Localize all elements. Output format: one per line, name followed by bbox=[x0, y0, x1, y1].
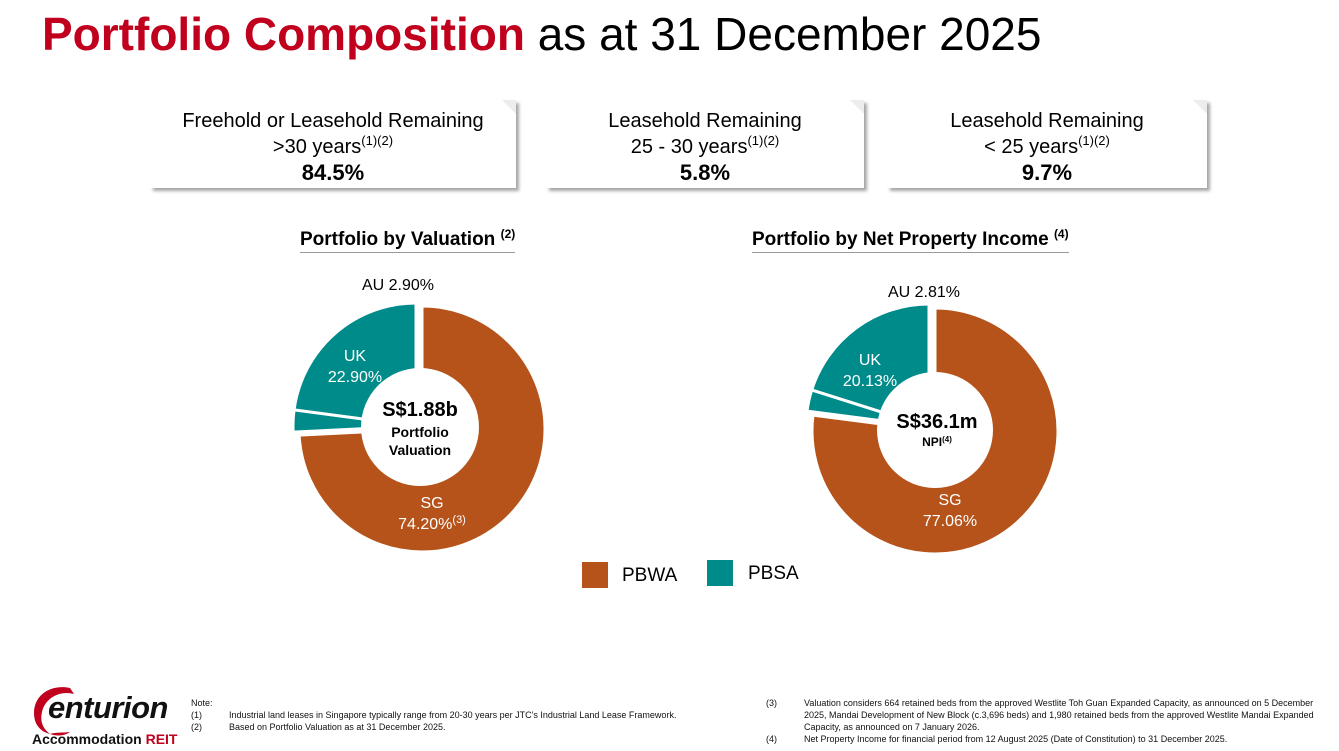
valuation-donut-hole bbox=[361, 368, 479, 486]
note-item: (2) Based on Portfolio Valuation as at 31… bbox=[191, 722, 446, 732]
page-title-highlight: Portfolio Composition bbox=[42, 8, 525, 60]
legend-swatch-pbwa bbox=[582, 562, 608, 588]
lease-box-line1: Freehold or Leasehold Remaining bbox=[182, 110, 484, 132]
lease-box-line2: >30 years(1)(2) bbox=[272, 133, 394, 158]
page-fold-icon bbox=[502, 100, 516, 114]
lease-box-line1: Leasehold Remaining bbox=[608, 110, 802, 132]
npi-chart-title: Portfolio by Net Property Income (4) bbox=[752, 228, 1069, 253]
valuation-center-label2: Valuation bbox=[389, 442, 451, 458]
notes-left: Note: (1) Industrial land leases in Singa… bbox=[191, 697, 756, 733]
valuation-label-uk-name: UK bbox=[344, 348, 367, 365]
lease-box-25-30: Leasehold Remaining 25 - 30 years(1)(2) … bbox=[546, 100, 864, 188]
note-item: (4) Net Property Income for financial per… bbox=[766, 734, 1228, 744]
npi-center-value: S$36.1m bbox=[896, 411, 977, 433]
lease-box-under-25: Leasehold Remaining < 25 years(1)(2) 9.7… bbox=[887, 100, 1207, 188]
legend-label-pbwa: PBWA bbox=[622, 565, 678, 586]
valuation-chart-title: Portfolio by Valuation (2) bbox=[300, 228, 516, 253]
page-fold-icon bbox=[850, 100, 864, 114]
centurion-c-logo-icon bbox=[34, 687, 74, 736]
valuation-label-uk-value: 22.90% bbox=[328, 369, 382, 386]
npi-label-sg-name: SG bbox=[938, 492, 961, 509]
legend-swatch-pbsa bbox=[707, 560, 733, 586]
notes-heading: Note: bbox=[191, 698, 213, 708]
valuation-label-au: AU 2.90% bbox=[362, 277, 434, 294]
note-item: (1) Industrial land leases in Singapore t… bbox=[191, 710, 677, 720]
lease-box-value: 9.7% bbox=[1021, 160, 1073, 185]
npi-label-uk-value: 20.13% bbox=[843, 373, 897, 390]
logo-subtitle: Accommodation REIT bbox=[32, 731, 178, 747]
npi-label-au: AU 2.81% bbox=[888, 284, 960, 301]
lease-box-value: 84.5% bbox=[301, 160, 365, 185]
notes-right: (3) Valuation considers 664 retained beds… bbox=[766, 697, 1331, 745]
page-fold-icon bbox=[1193, 100, 1207, 114]
npi-center-label: NPI(4) bbox=[922, 435, 952, 449]
lease-box-line2: 25 - 30 years(1)(2) bbox=[630, 133, 780, 158]
note-item: (3) Valuation considers 664 retained beds… bbox=[766, 698, 1314, 732]
valuation-center-label1: Portfolio bbox=[391, 424, 449, 440]
npi-label-sg-value: 77.06% bbox=[923, 513, 977, 530]
npi-donut-hole bbox=[877, 372, 993, 488]
page-title-rest: as at 31 December 2025 bbox=[537, 8, 1042, 60]
valuation-center-value: S$1.88b bbox=[382, 399, 458, 421]
npi-label-uk-name: UK bbox=[859, 352, 882, 369]
valuation-label-sg-name: SG bbox=[420, 495, 443, 512]
lease-box-line1: Leasehold Remaining bbox=[950, 110, 1144, 132]
lease-box-line2: < 25 years(1)(2) bbox=[984, 133, 1110, 158]
page-title: Portfolio Composition as at 31 December … bbox=[42, 6, 1041, 62]
legend-label-pbsa: PBSA bbox=[748, 563, 799, 584]
lease-box-over-30: Freehold or Leasehold Remaining >30 year… bbox=[150, 100, 516, 188]
logo-wordmark: enturion bbox=[48, 690, 169, 725]
lease-box-value: 5.8% bbox=[679, 160, 731, 185]
valuation-label-sg-value: 74.20%(3) bbox=[398, 514, 466, 533]
